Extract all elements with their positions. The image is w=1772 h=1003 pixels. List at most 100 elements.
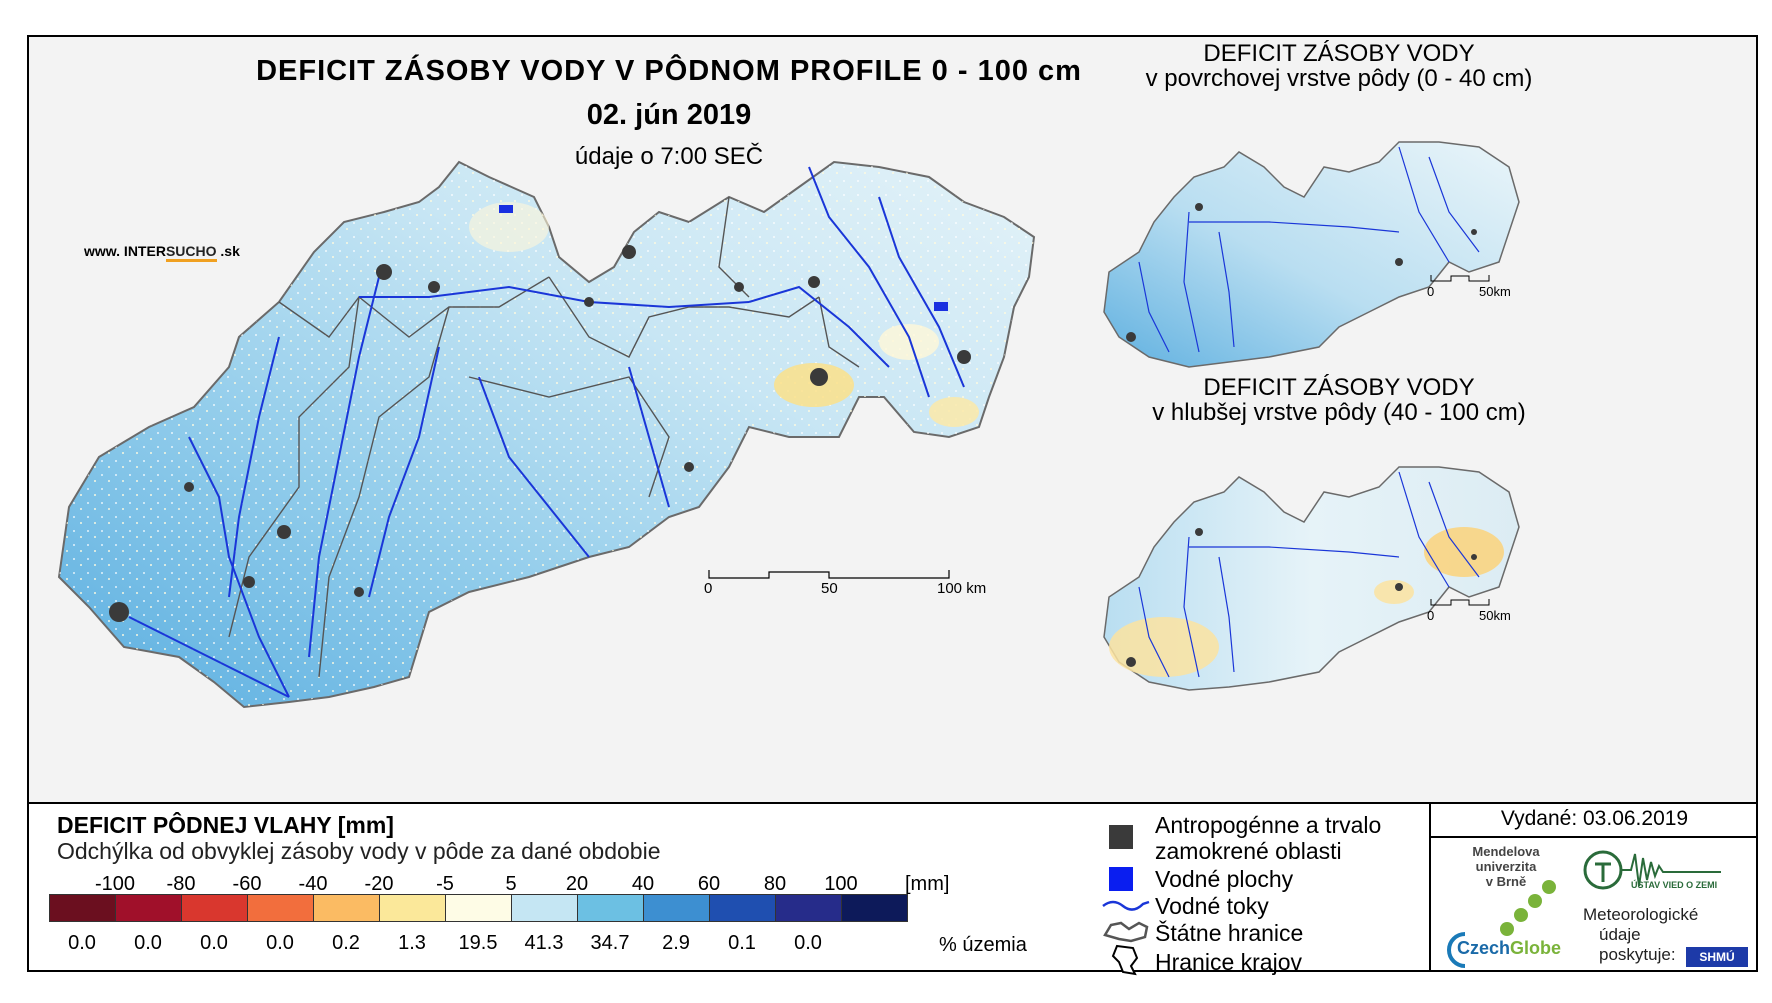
figure-frame: DEFICIT ZÁSOBY VODY V PÔDNOM PROFILE 0 -… xyxy=(27,35,1758,976)
legend-unit: [mm] xyxy=(905,873,950,895)
uvzi-text: ÚSTAV VIED O ZEMI xyxy=(1631,880,1718,890)
legend-break-label: -40 xyxy=(298,873,328,895)
inset-bottom-map xyxy=(1103,466,1520,691)
inset-top-scale-0: 0 xyxy=(1427,284,1435,299)
legend-percentage: 1.3 xyxy=(398,932,426,954)
legend-swatch xyxy=(841,894,908,922)
symbol-streams: Vodné toky xyxy=(1155,893,1269,919)
region-borders xyxy=(228,196,860,678)
legend-swatch xyxy=(313,894,380,922)
website-brand: SUCHO xyxy=(165,243,217,262)
urban-symbol xyxy=(1109,825,1133,849)
legend-percentage: 0.0 xyxy=(794,932,822,954)
legend-swatch xyxy=(577,894,644,922)
inset-bottom-title1: DEFICIT ZÁSOBY VODY xyxy=(1203,374,1475,401)
czechglobe-czech: Czech xyxy=(1457,938,1511,958)
rivers xyxy=(128,166,965,698)
legend-percentage: 2.9 xyxy=(662,932,690,954)
legend-swatch xyxy=(445,894,512,922)
legend-swatch xyxy=(775,894,842,922)
inset-top-scale-50: 50km xyxy=(1479,284,1511,299)
legend-swatch xyxy=(511,894,578,922)
legend-swatch xyxy=(115,894,182,922)
legend-percentage: 0.2 xyxy=(332,932,360,954)
legend-swatch xyxy=(379,894,446,922)
legend-break-label: 40 xyxy=(631,873,655,895)
symbol-water-bodies: Vodné plochy xyxy=(1155,866,1294,892)
inset-top-title2: v povrchovej vrstve pôdy (0 - 40 cm) xyxy=(1145,65,1533,92)
main-scale-100: 100 km xyxy=(937,580,987,597)
shmu-line1: Meteorologické xyxy=(1583,905,1699,924)
inset-bottom-title2: v hlubšej vrstve pôdy (40 - 100 cm) xyxy=(1152,399,1526,426)
water-body xyxy=(499,205,513,213)
credits-box: Vydané: 03.06.2019 Mendelova univerzita … xyxy=(1429,802,1758,972)
legend-break-label: -80 xyxy=(166,873,196,895)
legend-swatch xyxy=(709,894,776,922)
legend-swatch xyxy=(643,894,710,922)
legend-percentage: 41.3 xyxy=(524,932,564,954)
mendel-logo: Mendelova univerzita v Brně xyxy=(1461,844,1551,889)
symbol-state-border: Štátne hranice xyxy=(1155,920,1304,946)
shmu-line3: poskytuje: xyxy=(1599,945,1676,964)
main-scale-bar xyxy=(708,570,950,579)
mendel-text3: v Brně xyxy=(1485,874,1527,889)
legend-percentage: 0.0 xyxy=(68,932,96,954)
main-time: údaje o 7:00 SEČ xyxy=(574,143,764,170)
czechglobe-text: CzechGlobe xyxy=(1457,938,1561,959)
inset-top-scale xyxy=(1430,275,1490,282)
legend-percentage: 0.0 xyxy=(200,932,228,954)
main-scale-50: 50 xyxy=(821,580,838,597)
legend-title: DEFICIT PÔDNEJ VLAHY [mm] xyxy=(57,812,394,838)
czechglobe-globe: Globe xyxy=(1510,938,1562,958)
czechglobe-arc-icon xyxy=(1447,932,1466,968)
czechglobe-logo: CzechGlobe xyxy=(1439,930,1569,970)
inset-bottom-scale-0: 0 xyxy=(1427,608,1435,623)
main-map xyxy=(57,160,1036,709)
inset-top-title1: DEFICIT ZÁSOBY VODY xyxy=(1203,40,1475,67)
symbol-anthropogenic: Antropogénne a trvalo xyxy=(1155,812,1382,838)
main-date: 02. jún 2019 xyxy=(586,99,752,131)
urban-areas xyxy=(109,245,971,622)
legend-percentage: 0.0 xyxy=(134,932,162,954)
stream-symbol xyxy=(1102,900,1150,911)
legend-break-label: -100 xyxy=(94,873,136,895)
water-body-symbol xyxy=(1109,867,1133,891)
inset-bottom-scale xyxy=(1430,599,1490,606)
legend-swatch xyxy=(49,894,116,922)
legend-swatch xyxy=(181,894,248,922)
mendel-dots-icon xyxy=(1500,880,1556,936)
inset-bottom-scale-50: 50km xyxy=(1479,608,1511,623)
legend-percentage: 34.7 xyxy=(590,932,630,954)
legend-swatch xyxy=(247,894,314,922)
legend-percentage: 0.0 xyxy=(266,932,294,954)
shmu-logo: SHMÚ xyxy=(1686,947,1748,967)
deficit-patch xyxy=(929,397,979,427)
legend-break-label: 20 xyxy=(565,873,589,895)
mendel-text2: univerzita xyxy=(1475,859,1537,874)
legend-break-label: -60 xyxy=(232,873,262,895)
legend-break-label: 5 xyxy=(505,873,517,895)
website-suffix: .sk xyxy=(216,243,240,259)
map-area: DEFICIT ZÁSOBY VODY V PÔDNOM PROFILE 0 -… xyxy=(29,37,1756,804)
main-title: DEFICIT ZÁSOBY VODY V PÔDNOM PROFILE 0 -… xyxy=(256,55,1082,87)
main-scale-0: 0 xyxy=(704,580,713,597)
state-border-symbol xyxy=(1103,921,1149,943)
legend-break-label: -20 xyxy=(364,873,394,895)
mendel-text1: Mendelova xyxy=(1472,844,1540,859)
legend-break-label: 100 xyxy=(824,873,858,895)
symbol-regions-border: Hranice krajov xyxy=(1155,949,1302,975)
shmu-text: Meteorologické údaje poskytuje: xyxy=(1583,905,1698,965)
water-body xyxy=(934,302,948,311)
legend-break-label: 80 xyxy=(763,873,787,895)
legend-break-label: 60 xyxy=(697,873,721,895)
website-label: www. INTERSUCHO .sk xyxy=(84,243,240,262)
shmu-line2: údaje xyxy=(1599,925,1641,944)
website-prefix: www. INTER xyxy=(84,243,166,259)
legend-pct-label: % územia xyxy=(939,934,1027,956)
inset-top-map xyxy=(1103,141,1520,368)
symbol-anthropogenic2: zamokrené oblasti xyxy=(1155,838,1342,864)
legend-percentage: 19.5 xyxy=(458,932,498,954)
uvzi-logo-icon xyxy=(1583,850,1721,890)
legend-break-label: -5 xyxy=(436,873,454,895)
regions-border-symbol xyxy=(1111,944,1139,976)
